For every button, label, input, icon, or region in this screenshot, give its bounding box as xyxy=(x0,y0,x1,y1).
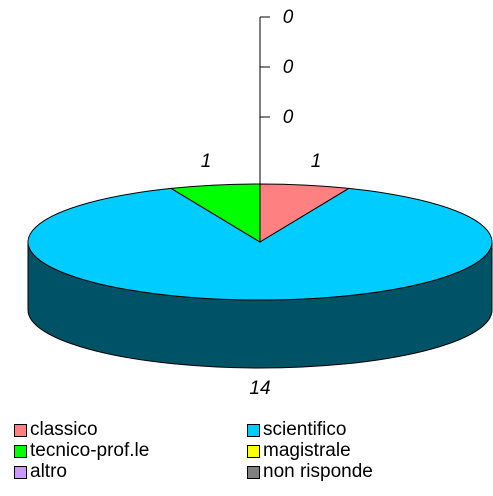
value-label-scientifico: 14 xyxy=(249,378,270,399)
value-label-altro: 0 xyxy=(283,57,294,78)
legend-label-scientifico: scientifico xyxy=(263,419,347,440)
legend-item-non-risponde: non risponde xyxy=(247,461,373,482)
value-label-tecnico-prof-le: 1 xyxy=(201,151,212,172)
legend-item-scientifico: scientifico xyxy=(247,419,347,440)
legend-swatch-non-risponde xyxy=(247,465,260,479)
legend-swatch-tecnico xyxy=(14,444,27,458)
legend: classico scientifico tecnico-prof.le mag… xyxy=(14,419,484,490)
pie-chart: 1 14 1 0 0 0 xyxy=(27,7,493,399)
legend-swatch-altro xyxy=(14,465,27,479)
pie-slice-scientifico xyxy=(27,187,493,301)
legend-item-magistrale: magistrale xyxy=(247,440,351,461)
legend-swatch-classico xyxy=(14,423,27,437)
pie-value-labels: 1 14 1 0 0 0 xyxy=(201,7,322,399)
legend-label-classico: classico xyxy=(30,419,98,440)
legend-swatch-scientifico xyxy=(247,423,260,437)
legend-label-non-risponde: non risponde xyxy=(263,461,373,482)
legend-item-altro: altro xyxy=(14,461,67,482)
pie-slices xyxy=(27,183,493,301)
pie-leader-lines xyxy=(259,16,270,242)
legend-item-classico: classico xyxy=(14,419,98,440)
legend-label-magistrale: magistrale xyxy=(263,440,351,461)
legend-label-altro: altro xyxy=(30,461,67,482)
value-label-classico: 1 xyxy=(311,151,322,172)
legend-label-tecnico: tecnico-prof.le xyxy=(30,440,150,461)
value-label-non-risponde: 0 xyxy=(283,7,294,28)
legend-item-tecnico: tecnico-prof.le xyxy=(14,440,150,461)
value-label-magistrale: 0 xyxy=(283,107,294,128)
legend-swatch-magistrale xyxy=(247,444,260,458)
